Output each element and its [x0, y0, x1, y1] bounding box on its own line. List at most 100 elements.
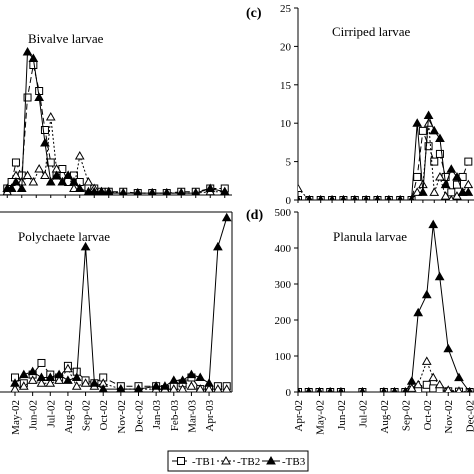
data-point-TB3 — [454, 372, 464, 382]
x-tick-label: Jul-02 — [357, 400, 369, 428]
data-point-TB3 — [316, 386, 323, 392]
data-point-TB3 — [457, 187, 468, 196]
data-point-TB3 — [418, 187, 428, 196]
data-point-TB3 — [63, 375, 73, 384]
data-point-TB2 — [435, 171, 445, 181]
data-point-TB2 — [40, 170, 50, 179]
x-tick-label: Dec-02 — [133, 400, 145, 432]
data-point-TB3 — [374, 194, 381, 200]
data-point-TB1 — [11, 158, 20, 167]
data-point-TB3 — [10, 378, 20, 387]
data-point-TB3 — [305, 386, 312, 392]
data-point-TB3 — [34, 92, 45, 101]
x-tick-label: Jan-03 — [151, 400, 163, 430]
panel-d: 0 100 200 300 400 500 Apr-02 May-02 Jun-02 Jul-02… — [246, 207, 474, 435]
data-point-TB3 — [317, 194, 324, 200]
data-point-TB2 — [428, 372, 439, 382]
data-point-TB3 — [412, 118, 423, 127]
data-point-TB1 — [413, 172, 422, 181]
x-tick-label: Nov-02 — [116, 400, 128, 434]
data-point-TB3 — [54, 369, 64, 379]
data-point-TB3 — [51, 170, 62, 179]
data-point-TB3 — [96, 186, 107, 195]
data-point-TB2 — [421, 356, 432, 365]
legend: -TB1 -TB2 -TB3 — [167, 450, 309, 472]
y-tick-label: 500 — [275, 207, 292, 219]
data-point-TB3 — [104, 188, 113, 195]
data-point-TB1 — [23, 93, 32, 102]
data-point-TB2 — [74, 150, 85, 160]
data-point-TB2 — [298, 183, 303, 192]
data-point-TB2 — [222, 384, 232, 392]
data-point-TB3 — [408, 194, 415, 200]
y-tick-label: 300 — [275, 279, 292, 291]
x-tick-label: Sep-02 — [400, 400, 412, 431]
data-point-TB1 — [46, 158, 55, 167]
data-point-TB3 — [413, 307, 424, 317]
legend-label-TB1: -TB1 — [192, 456, 215, 468]
data-point-TB3 — [27, 366, 38, 376]
legend-marker-TB3 — [266, 455, 276, 465]
legend-label-TB3: -TB3 — [282, 456, 306, 468]
x-tick-label: Mar-03 — [186, 400, 198, 433]
data-point-TB3 — [177, 188, 186, 195]
data-point-TB3 — [435, 133, 445, 143]
y-tick-label: 15 — [280, 80, 292, 92]
data-point-TB3 — [36, 372, 47, 381]
panel-b: May-02 Jun-02 Jul-02 Aug-02 Sep-02 Oct-02 Nov-… — [0, 211, 233, 435]
x-tick-label: Aug-02 — [63, 400, 75, 434]
data-point-TB2 — [195, 384, 205, 392]
data-point-TB3 — [204, 378, 214, 387]
data-point-TB3 — [429, 125, 440, 135]
data-point-TB3 — [385, 194, 392, 200]
y-tick-label: 20 — [280, 41, 292, 53]
legend-box — [167, 450, 309, 472]
series-line-TB2 — [14, 367, 227, 390]
data-point-TB3 — [16, 183, 27, 192]
data-point-TB3 — [89, 186, 99, 195]
data-point-TB3 — [463, 187, 474, 196]
data-point-TB3 — [434, 271, 445, 281]
data-point-TB3 — [119, 188, 128, 195]
data-point-TB3 — [351, 194, 358, 200]
data-point-TB3 — [133, 384, 144, 392]
data-point-TB3 — [359, 386, 366, 392]
data-point-TB3 — [402, 386, 409, 392]
y-tick-label: 200 — [275, 315, 292, 327]
data-point-TB2 — [22, 170, 33, 179]
data-point-TB2 — [69, 183, 79, 192]
data-point-TB3 — [452, 171, 462, 181]
data-point-TB3 — [45, 372, 56, 381]
data-point-TB1 — [37, 358, 46, 367]
series-line-TB1 — [14, 362, 227, 390]
x-tick-label: Oct-02 — [422, 400, 434, 431]
series-line-TB3 — [14, 217, 228, 390]
panel-title: Cirriped larvae — [332, 24, 411, 39]
data-point-TB3 — [298, 386, 301, 392]
data-point-TB2 — [204, 384, 214, 392]
data-point-TB2 — [178, 384, 188, 392]
data-point-TB3 — [71, 372, 82, 381]
data-point-TB3 — [440, 179, 451, 189]
panel-title: Polychaete larvae — [18, 229, 110, 244]
data-point-TB2 — [463, 179, 474, 189]
series-group — [298, 110, 474, 200]
x-tick-label: Jun-02 — [336, 400, 348, 430]
panel-a: Bivalve larvae — [0, 31, 232, 198]
data-point-TB2 — [434, 379, 445, 389]
series-group — [2, 46, 230, 195]
series-line-TB3 — [298, 115, 469, 200]
data-point-TB2 — [440, 191, 451, 200]
data-point-TB1 — [29, 61, 38, 69]
data-point-TB3 — [428, 219, 439, 229]
data-point-TB2 — [45, 378, 56, 387]
data-point-TB3 — [98, 384, 108, 392]
legend-marker-TB2 — [221, 455, 231, 465]
y-tick-label: 0 — [286, 387, 292, 399]
data-point-TB3 — [116, 384, 126, 392]
data-point-TB2 — [10, 384, 20, 392]
data-point-TB3 — [40, 137, 50, 147]
data-point-TB3 — [298, 194, 301, 200]
legend-label-TB2: -TB2 — [237, 456, 260, 468]
